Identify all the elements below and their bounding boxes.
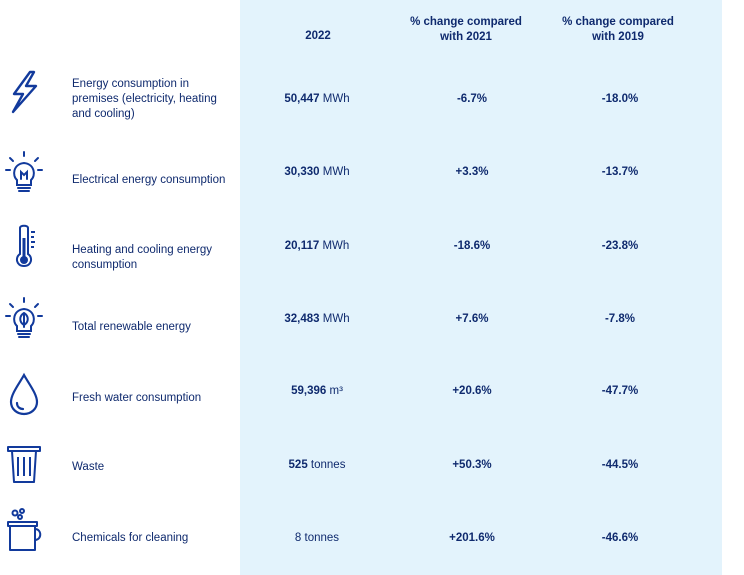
- row-label: Electrical energy consumption: [72, 174, 226, 186]
- value-2022: 20,117 MWh: [284, 240, 350, 252]
- table-row: Waste 525 tonnes +50.3% -44.5%: [0, 440, 744, 500]
- lightning-bolt-icon: [4, 70, 44, 114]
- row-label: Total renewable energy: [72, 321, 191, 333]
- row-label: Waste: [72, 461, 105, 473]
- table-row: Heating and cooling energy consumption 2…: [0, 224, 744, 284]
- change-2019: -46.6%: [601, 532, 639, 544]
- value-2022: 525 tonnes: [288, 459, 346, 471]
- change-2021: +50.3%: [452, 459, 492, 471]
- value-2022: 50,447 MWh: [284, 93, 350, 105]
- change-2021: +20.6%: [452, 385, 492, 397]
- change-2019: -23.8%: [601, 240, 639, 252]
- value-2022: 32,483 MWh: [284, 313, 350, 325]
- thermometer-icon: [4, 224, 44, 268]
- change-2019: -18.0%: [601, 93, 639, 105]
- row-label: Chemicals for cleaning: [72, 532, 189, 544]
- header-change-2021: % change compared with 2021: [410, 16, 522, 43]
- row-label: Heating and cooling energy consumption: [72, 244, 213, 271]
- cleaning-bucket-icon: [4, 508, 44, 552]
- table-row: Chemicals for cleaning 8 tonnes +201.6% …: [0, 508, 744, 568]
- change-2021: +201.6%: [449, 532, 495, 544]
- change-2021: -6.7%: [456, 93, 488, 105]
- table-row: Electrical energy consumption 30,330 MWh…: [0, 150, 744, 210]
- change-2019: -47.7%: [601, 385, 639, 397]
- change-2019: -13.7%: [601, 166, 639, 178]
- table-row: Energy consumption in premises (electric…: [0, 70, 744, 130]
- change-2019: -44.5%: [601, 459, 639, 471]
- leaf-bulb-icon: [4, 296, 44, 340]
- row-label: Fresh water consumption: [72, 392, 202, 404]
- value-2022: 8 tonnes: [294, 532, 340, 544]
- change-2021: +3.3%: [455, 166, 489, 178]
- change-2021: -18.6%: [453, 240, 491, 252]
- waste-bin-icon: [4, 440, 44, 484]
- table-highlight-panel: [240, 0, 722, 575]
- value-2022: 30,330 MWh: [284, 166, 350, 178]
- change-2021: +7.6%: [455, 313, 489, 325]
- table-row: Fresh water consumption 59,396 m³ +20.6%…: [0, 372, 744, 432]
- light-bulb-icon: [4, 150, 44, 194]
- water-drop-icon: [4, 372, 44, 416]
- header-change-2019: % change compared with 2019: [562, 16, 674, 43]
- row-label: Energy consumption in premises (electric…: [72, 78, 217, 120]
- header-2022: 2022: [305, 30, 331, 42]
- change-2019: -7.8%: [604, 313, 636, 325]
- table-row: Total renewable energy 32,483 MWh +7.6% …: [0, 296, 744, 356]
- value-2022: 59,396 m³: [291, 385, 343, 397]
